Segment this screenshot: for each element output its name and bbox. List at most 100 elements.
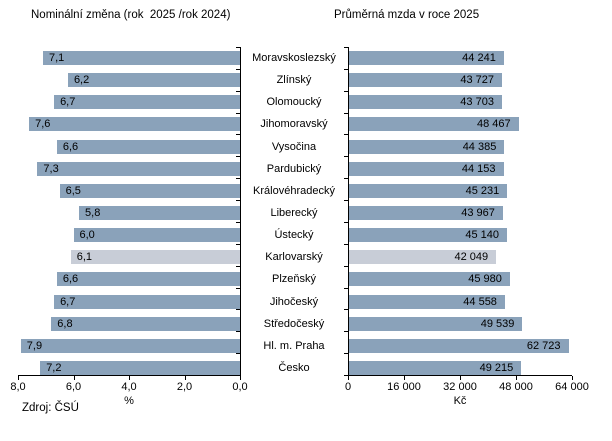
left-chart-category-tick	[236, 47, 240, 48]
bar-left-1	[67, 73, 240, 88]
left-chart-title: Nominální změna (rok 2025 /rok 2024)	[31, 9, 231, 21]
right-axis-tick-label: 32 000	[443, 381, 477, 393]
category-label-3: Jihomoravský	[260, 118, 328, 131]
bar-right-value-label: 45 231	[465, 184, 500, 197]
left-axis-tick-label: 8,0	[10, 381, 26, 393]
right-axis-tick	[348, 376, 349, 380]
bar-right-value-label: 43 727	[460, 74, 495, 87]
right-chart-category-tick	[344, 90, 348, 92]
right-axis-tick	[460, 376, 461, 380]
bar-right-7	[349, 206, 503, 220]
bar-right-2	[349, 95, 502, 110]
bar-right-value-label: 43 703	[460, 96, 494, 109]
right-chart-category-tick	[344, 178, 348, 180]
left-chart-category-tick	[236, 353, 240, 355]
bar-right-12	[349, 316, 523, 331]
right-chart-category-tick	[344, 353, 348, 355]
right-chart-category-tick	[344, 309, 348, 311]
bar-left-12	[51, 316, 240, 331]
category-label-6: Královéhradecký	[253, 184, 335, 197]
right-chart-category-tick	[344, 331, 348, 333]
bar-left-2	[54, 95, 240, 110]
bar-left-6	[59, 183, 240, 198]
bar-left-value-label: 6,7	[60, 96, 76, 109]
bar-left-13	[20, 338, 240, 353]
bar-left-value-label: 6,2	[73, 74, 90, 87]
bar-left-value-label: 6,8	[57, 317, 73, 330]
bar-right-5	[349, 161, 504, 176]
bar-left-value-label: 5,8	[85, 207, 101, 219]
left-axis-tick-label: 0,0	[232, 381, 248, 393]
right-axis-tick	[572, 376, 573, 380]
bar-left-value-label: 6,6	[62, 273, 79, 286]
bar-left-10	[56, 272, 240, 287]
category-label-7: Liberecký	[270, 207, 318, 219]
category-label-0: Moravskoslezský	[252, 52, 336, 64]
bar-right-value-label: 49 215	[479, 362, 514, 374]
right-axis-tick	[516, 376, 517, 380]
bar-right-value-label: 43 967	[461, 207, 495, 219]
left-axis-tick	[73, 376, 75, 380]
left-axis-tick-label: 6,0	[65, 381, 82, 393]
left-chart-value-axis	[240, 47, 241, 376]
right-chart-category-tick	[344, 68, 348, 70]
bar-right-value-label: 45 980	[468, 273, 502, 286]
bar-left-5	[37, 161, 240, 176]
left-chart-category-tick	[236, 90, 240, 92]
bar-right-10	[349, 272, 510, 287]
left-chart-category-tick	[236, 178, 240, 180]
left-chart-category-tick	[236, 287, 240, 289]
category-label-10: Plzeňský	[271, 273, 317, 286]
bar-left-14	[40, 361, 240, 375]
bar-left-4	[56, 139, 240, 154]
bar-right-value-label: 62 723	[526, 339, 561, 352]
left-axis-tick-label: 4,0	[121, 381, 137, 393]
right-axis-tick-label: 48 000	[499, 381, 533, 393]
bar-left-11	[54, 294, 240, 309]
right-chart-baseline	[348, 375, 572, 376]
left-chart-category-tick	[236, 243, 240, 245]
right-chart-value-axis	[348, 47, 349, 376]
bar-left-value-label: 7,3	[43, 162, 59, 175]
right-chart-title: Průměrná mzda v roce 2025	[334, 9, 480, 21]
left-axis-tick-label: 2,0	[176, 381, 193, 393]
bar-left-value-label: 7,6	[35, 118, 51, 131]
left-chart-category-tick	[236, 265, 240, 267]
right-axis-tick-label: 64 000	[555, 381, 589, 393]
category-label-11: Jihočeský	[269, 295, 319, 308]
category-label-2: Olomoucký	[266, 96, 322, 109]
right-chart-category-tick	[344, 287, 348, 289]
bar-right-value-label: 44 558	[463, 295, 497, 308]
right-chart-category-tick	[344, 265, 348, 267]
source-label: Zdroj: ČSÚ	[22, 402, 79, 414]
left-chart-category-tick	[236, 112, 240, 114]
right-axis-tick-label: 0	[344, 381, 352, 393]
right-axis-unit-label: Kč	[453, 395, 467, 407]
category-label-9: Karlovarský	[265, 251, 323, 264]
right-chart-category-tick	[344, 243, 348, 245]
bar-right-8	[349, 228, 507, 243]
bar-right-14	[349, 361, 522, 375]
left-chart-category-tick	[236, 309, 240, 311]
bar-right-3	[349, 117, 519, 132]
bar-right-1	[349, 73, 503, 88]
bar-right-value-label: 44 385	[462, 140, 497, 153]
category-label-1: Zlínský	[276, 74, 312, 87]
right-chart-category-tick	[344, 375, 348, 376]
category-label-13: Hl. m. Praha	[263, 339, 325, 352]
bar-left-8	[73, 228, 240, 243]
left-axis-tick	[129, 376, 130, 380]
bar-right-value-label: 45 140	[465, 229, 499, 242]
left-chart-category-tick	[236, 134, 240, 136]
bar-right-9	[349, 250, 497, 265]
left-axis-tick	[184, 376, 186, 380]
bar-left-value-label: 7,9	[26, 339, 43, 352]
bar-left-value-label: 7,2	[46, 362, 62, 374]
bar-right-13	[349, 338, 569, 353]
right-chart-category-tick	[344, 134, 348, 136]
left-axis-unit-label: %	[124, 395, 134, 407]
left-chart-baseline	[18, 375, 240, 376]
left-chart-category-tick	[236, 331, 240, 333]
bar-left-value-label: 6,6	[62, 140, 79, 153]
